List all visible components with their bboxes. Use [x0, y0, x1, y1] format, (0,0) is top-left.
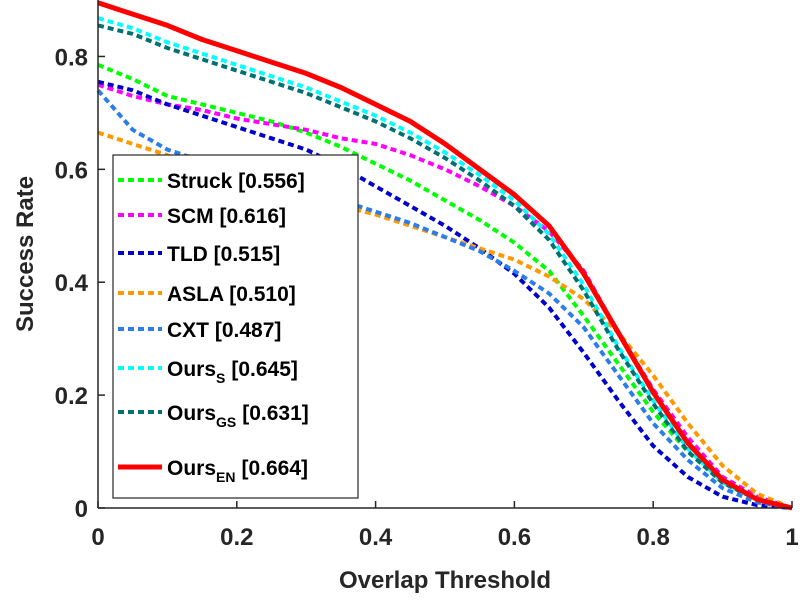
- legend-label-ours-s: OursS [0.645]: [167, 358, 298, 386]
- y-tick-label: 0.8: [55, 44, 88, 71]
- legend-score: [0.515]: [208, 243, 280, 266]
- legend: Struck [0.556] SCM [0.616] TLD [0.515] ASLA…: [112, 154, 359, 499]
- series-line-ours-gs: [97, 23, 793, 510]
- legend-name: Ours: [167, 457, 216, 480]
- y-axis-label: Success Rate: [12, 176, 39, 332]
- y-tick-label: 0.4: [55, 270, 89, 297]
- x-axis-label: Overlap Threshold: [339, 567, 551, 594]
- legend-name: ASLA: [167, 283, 224, 306]
- y-tick-label: 0: [75, 496, 88, 523]
- legend-name: SCM: [167, 205, 214, 228]
- legend-label-ours-en: OursEN [0.664]: [167, 457, 308, 485]
- legend-subscript: GS: [216, 414, 236, 430]
- legend-name: TLD: [167, 243, 208, 266]
- series-line-tld: [97, 79, 793, 510]
- legend-score: [0.631]: [242, 402, 309, 425]
- x-tick-label: 0.2: [220, 524, 253, 551]
- axes: 0 0.2 0.4 0.6 0.8 1 0 0.2 0.4 0.6 0.8: [55, 0, 799, 551]
- legend-label-asla: ASLA [0.510]: [167, 283, 296, 306]
- legend-score: [0.616]: [214, 205, 286, 228]
- x-tick-label: 1: [785, 524, 798, 551]
- legend-label-struck: Struck [0.556]: [167, 170, 305, 193]
- legend-name: Ours: [167, 402, 216, 425]
- y-tick-label: 0.6: [55, 157, 88, 184]
- legend-score: [0.664]: [241, 457, 308, 480]
- series-line-ours-s: [97, 16, 793, 510]
- legend-score: [0.487]: [209, 319, 281, 342]
- x-tick-label: 0.6: [498, 524, 531, 551]
- legend-score: [0.510]: [223, 283, 295, 306]
- legend-label-scm: SCM [0.616]: [167, 205, 286, 228]
- legend-subscript: S: [216, 370, 225, 386]
- legend-box: [112, 154, 359, 499]
- legend-label-tld: TLD [0.515]: [167, 243, 280, 266]
- legend-name: Ours: [167, 358, 216, 381]
- legend-subscript: EN: [216, 469, 235, 485]
- y-tick-label: 0.2: [55, 383, 88, 410]
- x-tick-label: 0.8: [637, 524, 670, 551]
- x-tick-label: 0.4: [359, 524, 393, 551]
- x-tick-label: 0: [91, 524, 104, 551]
- series-line-ours-en: [97, 0, 793, 511]
- legend-score: [0.645]: [231, 358, 298, 381]
- legend-name: Struck: [167, 170, 233, 193]
- legend-label-cxt: CXT [0.487]: [167, 319, 281, 342]
- legend-score: [0.556]: [232, 170, 304, 193]
- legend-label-ours-gs: OursGS [0.631]: [167, 402, 309, 430]
- legend-name: CXT: [167, 319, 209, 342]
